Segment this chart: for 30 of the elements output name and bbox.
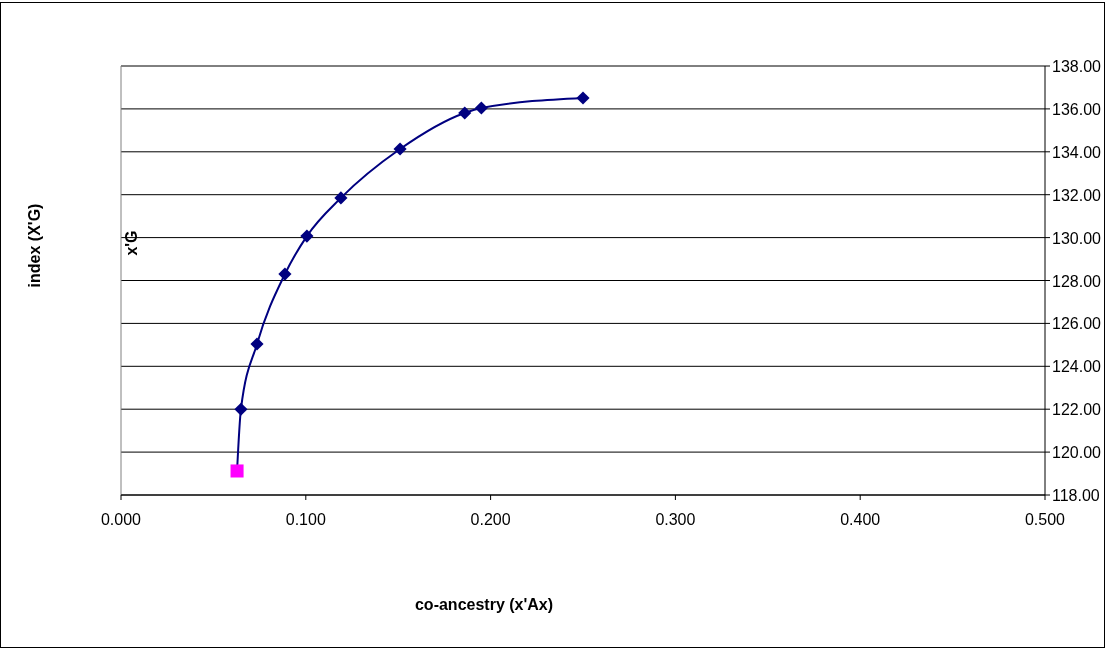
y-tick-label: 130.00 xyxy=(1052,229,1102,247)
point xyxy=(458,106,472,120)
point xyxy=(250,337,264,351)
y-tick-label: 132.00 xyxy=(1052,186,1102,204)
y-tick-label: 124.00 xyxy=(1052,358,1102,376)
y-tick-label: 126.00 xyxy=(1052,315,1102,333)
x-tick-label: 0.200 xyxy=(470,511,511,528)
point xyxy=(278,267,292,281)
y-tick-label: 136.00 xyxy=(1052,100,1102,118)
point xyxy=(576,91,590,105)
y-tick-label: 118.00 xyxy=(1052,487,1100,504)
annotation: x'G xyxy=(123,230,140,256)
x-tick-label: 0.100 xyxy=(285,511,326,528)
x-tick-label: 0.400 xyxy=(840,511,881,528)
y-tick-label: 122.00 xyxy=(1052,401,1102,419)
point xyxy=(300,229,314,243)
y-axis-title: index (X'G) xyxy=(26,203,43,288)
y-tick-label: 128.00 xyxy=(1052,272,1102,290)
x-tick-label: 0.300 xyxy=(655,511,696,528)
x-tick-label: 0.000 xyxy=(100,511,142,528)
point xyxy=(393,142,407,156)
x-tick-label: 0.500 xyxy=(1024,511,1066,528)
point xyxy=(230,464,244,478)
point xyxy=(474,101,488,115)
y-tick-label: 138.00 xyxy=(1052,58,1102,75)
point xyxy=(234,402,248,416)
y-tick-label: 120.00 xyxy=(1052,444,1102,462)
point xyxy=(334,191,348,205)
x-axis-title: co-ancestry (x'Ax) xyxy=(414,596,554,613)
y-tick-label: 134.00 xyxy=(1052,143,1102,161)
